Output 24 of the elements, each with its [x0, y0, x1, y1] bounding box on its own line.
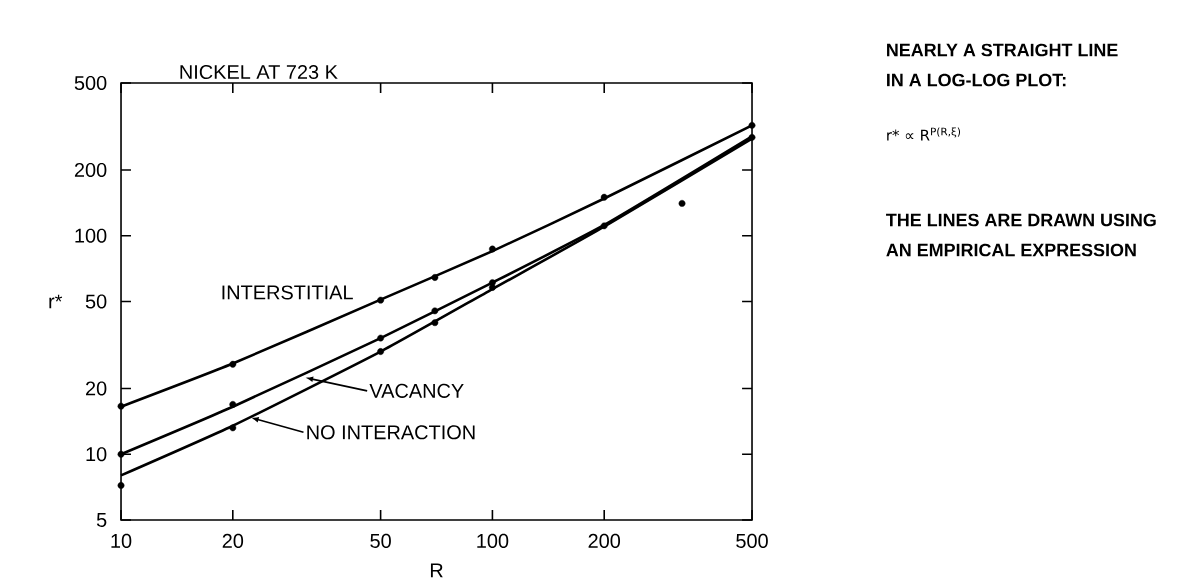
text: IN A LOG-LOG PLOT:	[887, 73, 1066, 87]
x-tick-label: 50	[370, 533, 391, 549]
legend-label: VACANCY	[369, 383, 464, 398]
text: THE LINES ARE DRAWN USING	[886, 213, 1156, 227]
text: r* ∝ R$^{P(R,ξ)}$	[887, 127, 961, 141]
x-tick-label: 500	[736, 533, 768, 549]
y-tick-label: 100	[75, 228, 107, 243]
text: NEARLY A STRAIGHT LINE	[887, 43, 1118, 57]
x-tick-label: 20	[222, 533, 244, 549]
y-axis-title: r*	[49, 294, 63, 309]
x-tick-label: 10	[111, 533, 132, 549]
legend-label: NO INTERACTION	[307, 425, 475, 440]
x-axis-title: R	[430, 563, 443, 578]
x-tick-label: 100	[477, 533, 509, 549]
y-tick-label: 5	[96, 513, 107, 528]
y-tick-label: 10	[86, 447, 107, 462]
y-tick-label: 500	[74, 76, 107, 91]
text: NICKEL AT 723 K	[180, 65, 338, 80]
text: AN EMPIRICAL EXPRESSION	[886, 243, 1136, 257]
x-tick-label: 200	[588, 533, 621, 549]
series-label: INTERSTITIAL	[222, 285, 353, 300]
y-tick-label: 50	[85, 294, 107, 309]
y-tick-label: 200	[74, 163, 107, 178]
y-tick-label: 20	[86, 381, 107, 396]
